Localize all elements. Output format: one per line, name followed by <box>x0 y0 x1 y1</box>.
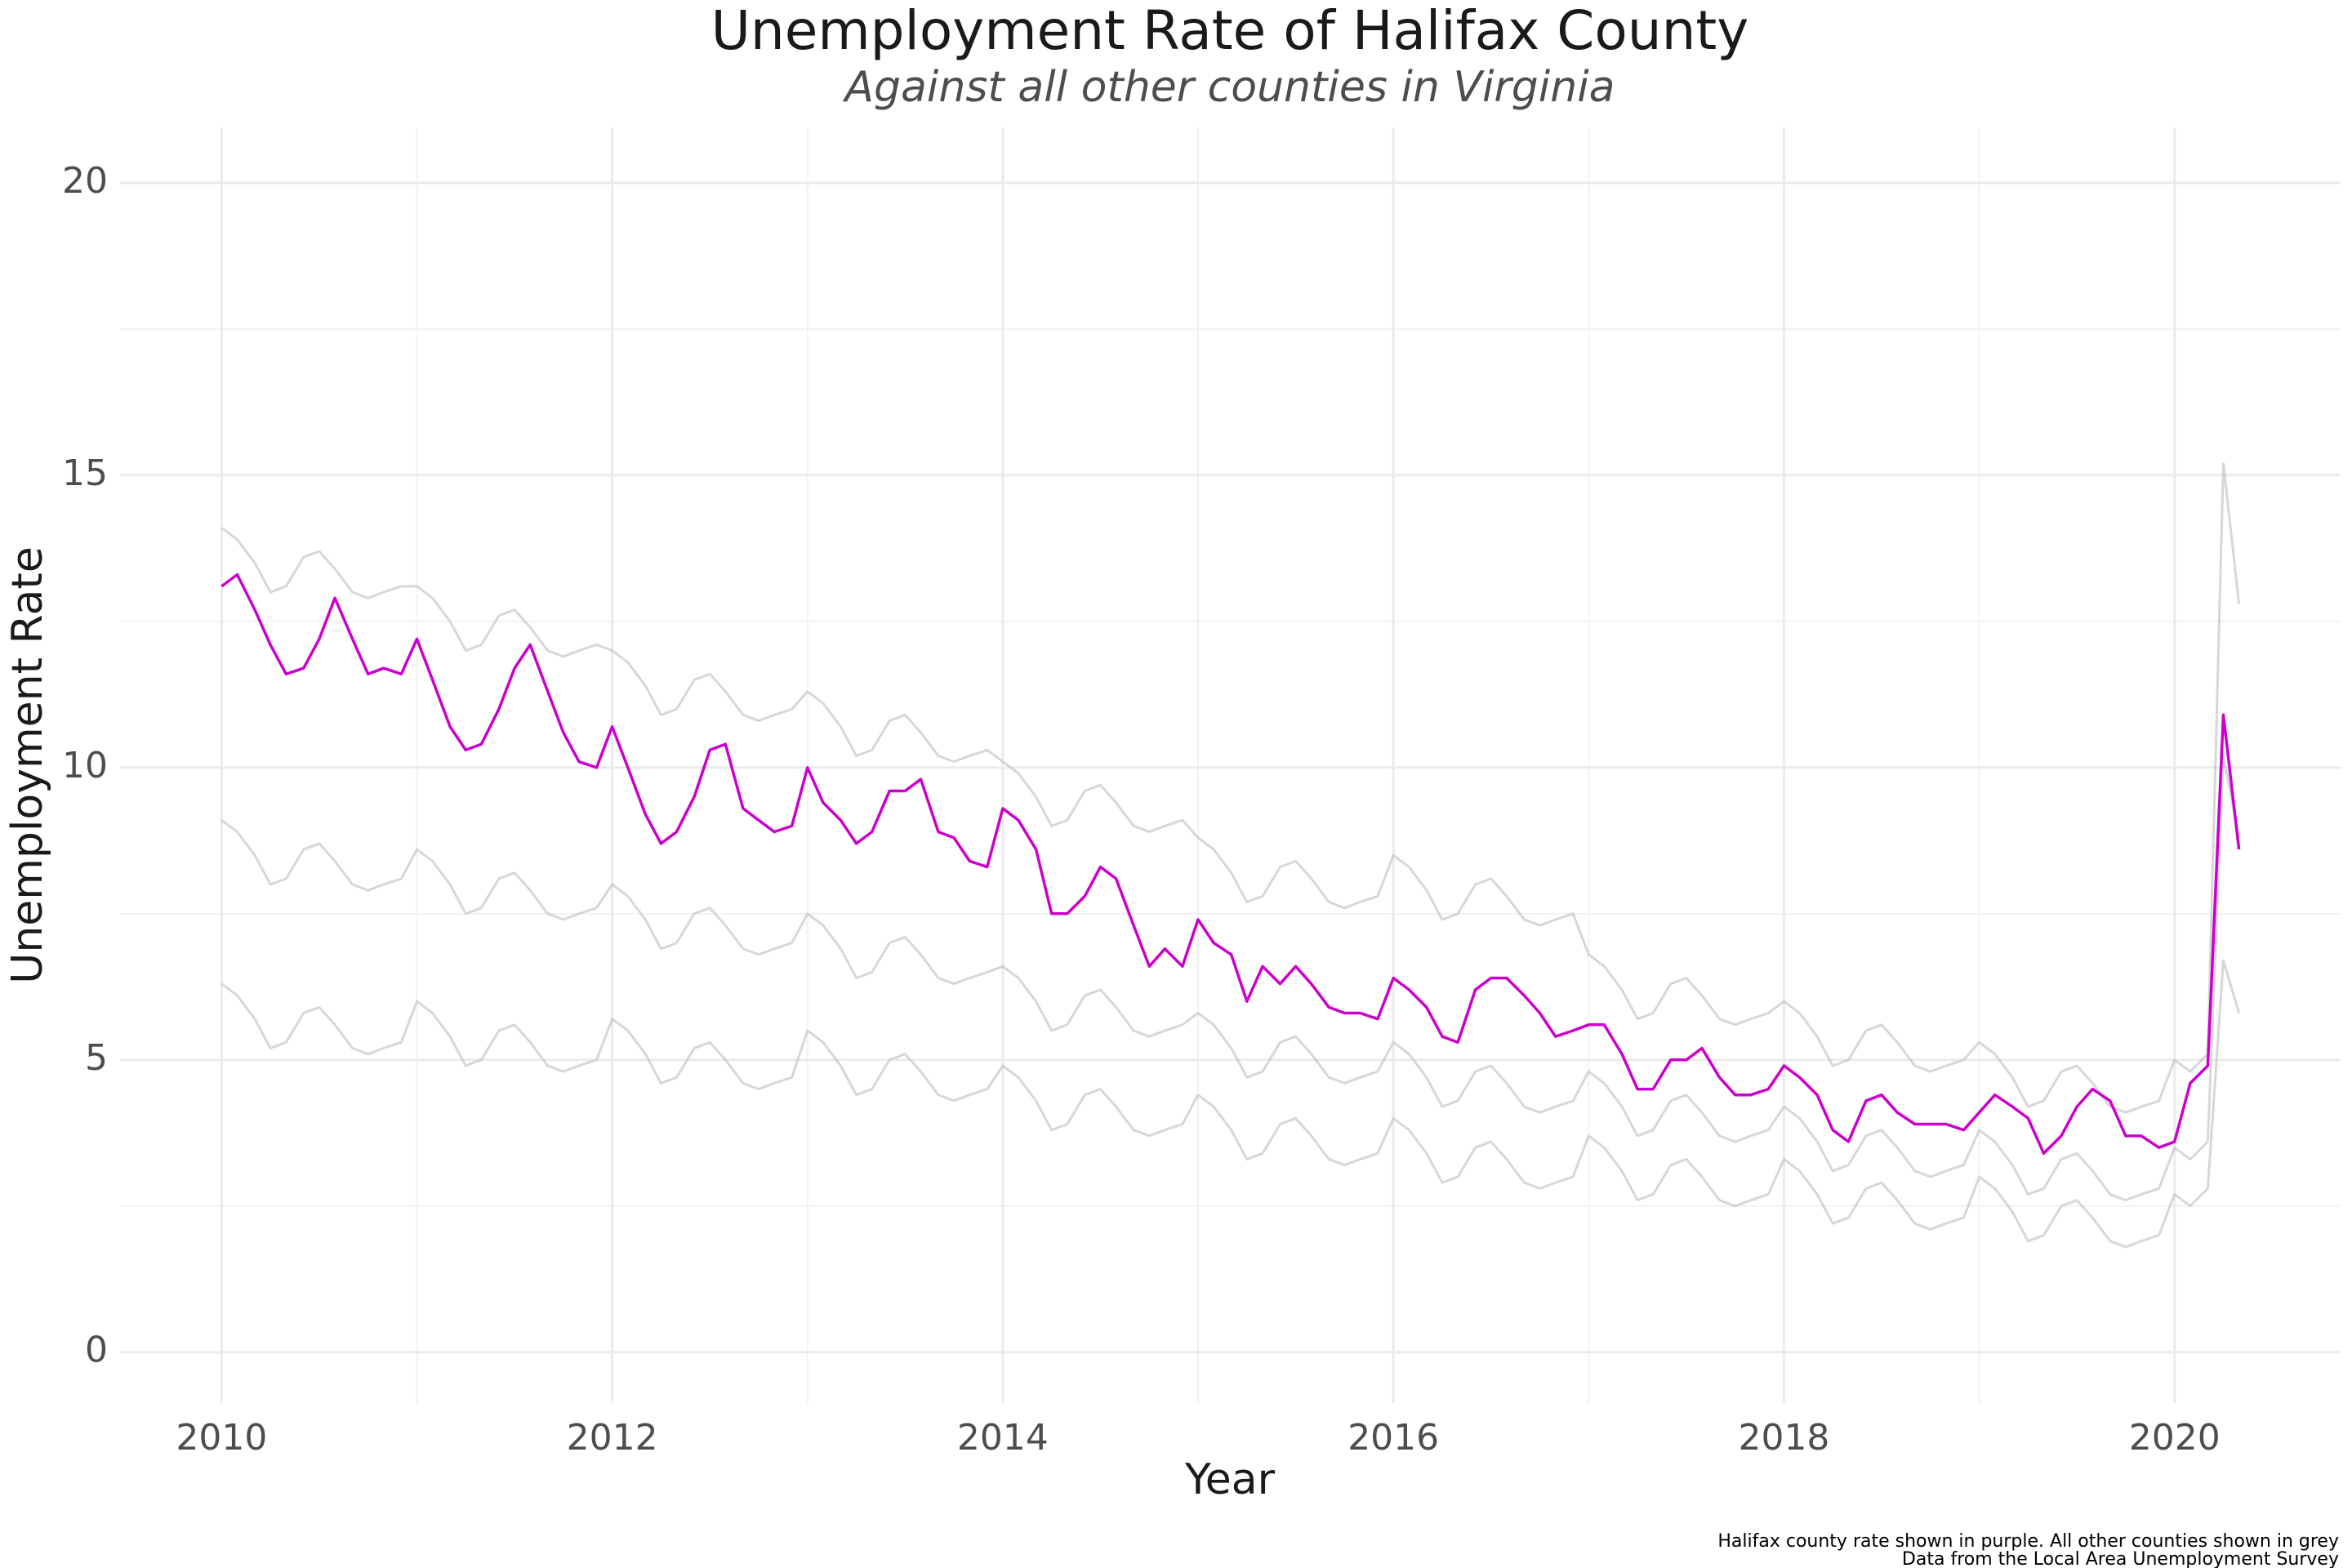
county-line <box>220 959 2241 1249</box>
chart-subtitle: Against all other counties in Virginia <box>842 63 1615 112</box>
x-tick-label: 2010 <box>176 1417 267 1459</box>
y-tick-label: 10 <box>62 745 108 786</box>
x-tick-label: 2016 <box>1348 1417 1439 1459</box>
y-tick-label: 20 <box>62 160 108 202</box>
chart-title: Unemployment Rate of Halifax County <box>711 0 1749 62</box>
y-tick-label: 15 <box>62 452 108 494</box>
highlight-line <box>220 572 2241 1156</box>
y-tick-label: 0 <box>85 1330 108 1371</box>
caption: Data from the Local Area Unemployment Su… <box>1902 1549 2339 1568</box>
x-tick-label: 2018 <box>1738 1417 1829 1459</box>
caption: Halifax county rate shown in purple. All… <box>1717 1531 2339 1552</box>
y-tick-label: 5 <box>85 1037 108 1079</box>
y-axis-title: Unemployment Rate <box>3 546 52 983</box>
x-tick-label: 2012 <box>567 1417 658 1459</box>
county-line <box>220 462 2241 1114</box>
x-tick-label: 2014 <box>957 1417 1049 1459</box>
plot-area <box>120 127 2341 1403</box>
county-line <box>220 755 2241 1202</box>
x-tick-label: 2020 <box>2129 1417 2221 1459</box>
x-axis-title: Year <box>1184 1455 1276 1504</box>
